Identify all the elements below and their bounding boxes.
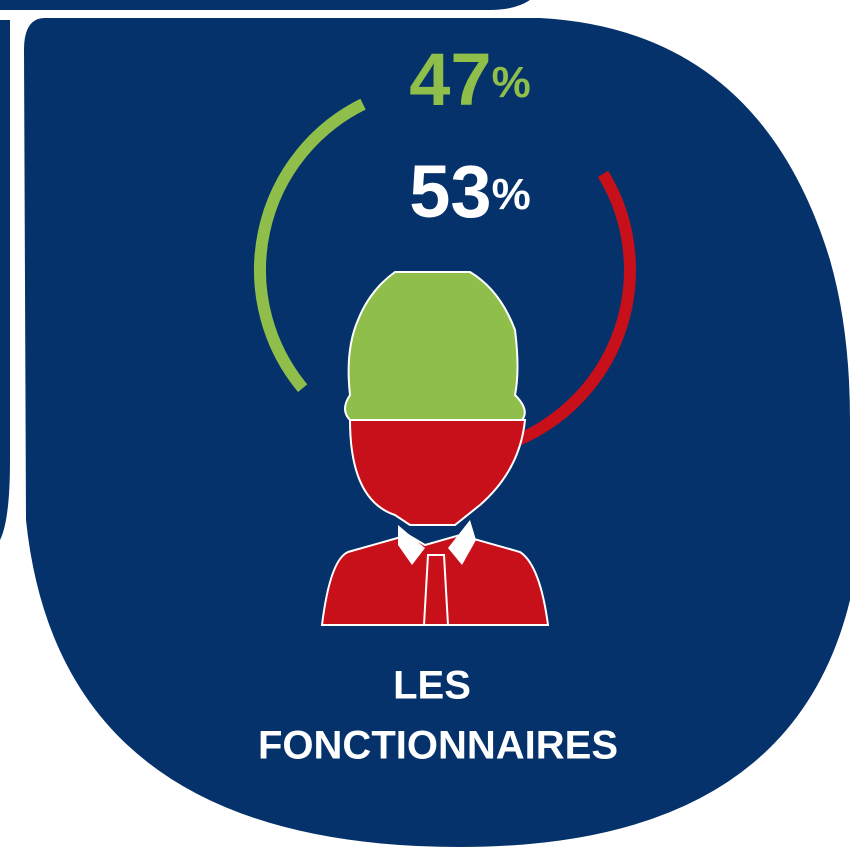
person-icon (320, 271, 550, 626)
value-label: 47% (409, 38, 530, 121)
neck-face (348, 419, 527, 526)
collar-left (398, 525, 425, 565)
value-label: 53% (409, 150, 530, 233)
title-line-2: FONCTIONNAIRES (258, 724, 618, 768)
top-band (0, 0, 530, 10)
left-border (0, 20, 10, 540)
hair (344, 271, 526, 421)
collar-right (448, 520, 476, 565)
title-line-1: LES (393, 664, 471, 708)
gauge-arc (254, 98, 366, 393)
tie (422, 554, 450, 626)
